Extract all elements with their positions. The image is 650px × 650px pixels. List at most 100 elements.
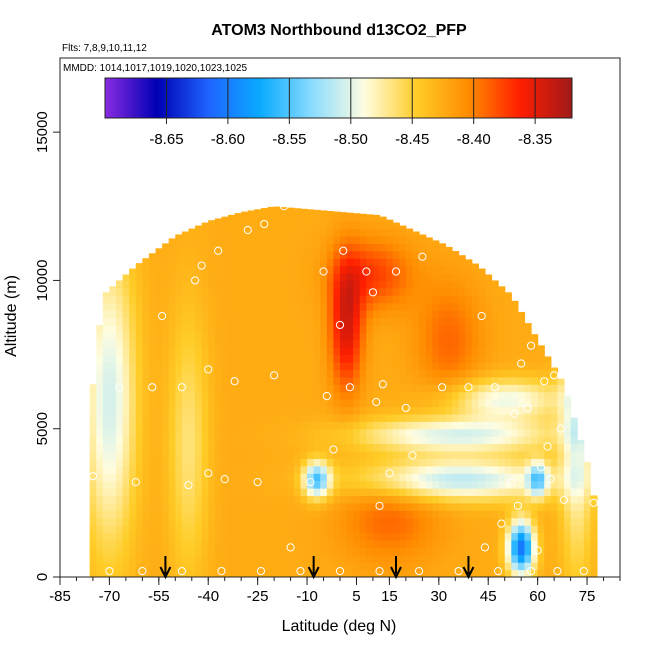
heatmap-cell: [353, 450, 361, 459]
heatmap-cell: [320, 347, 328, 356]
heatmap-cell: [425, 406, 433, 415]
heatmap-cell: [241, 554, 249, 563]
heatmap-cell: [346, 324, 354, 333]
heatmap-cell: [241, 287, 249, 296]
heatmap-cell: [445, 258, 453, 267]
heatmap-cell: [346, 539, 354, 548]
heatmap-cell: [471, 413, 479, 422]
heatmap-cell: [419, 488, 427, 497]
heatmap-cell: [181, 347, 190, 356]
heatmap-cell: [531, 450, 539, 459]
heatmap-cell: [208, 265, 216, 274]
heatmap-cell: [465, 532, 473, 541]
heatmap-cell: [241, 354, 249, 363]
heatmap-cell: [458, 421, 466, 430]
heatmap-cell: [537, 525, 545, 534]
heatmap-cell: [195, 502, 203, 511]
heatmap-cell: [247, 273, 255, 282]
heatmap-cell: [484, 539, 493, 548]
heatmap-cell: [438, 428, 447, 437]
heatmap-cell: [537, 354, 545, 363]
heatmap-cell: [452, 539, 460, 548]
heatmap-cell: [188, 295, 196, 304]
heatmap-cell: [471, 458, 479, 467]
heatmap-cell: [214, 539, 223, 548]
heatmap-cell: [260, 569, 269, 577]
heatmap-cell: [504, 421, 512, 430]
heatmap-cell: [432, 450, 440, 459]
heatmap-cell: [181, 502, 190, 511]
heatmap-cell: [583, 525, 591, 534]
heatmap-cell: [287, 399, 295, 408]
heatmap-cell: [340, 369, 348, 378]
heatmap-cell: [116, 428, 124, 437]
heatmap-cell: [366, 488, 374, 497]
heatmap-cell: [471, 273, 479, 282]
heatmap-cell: [234, 243, 242, 252]
heatmap-cell: [241, 221, 249, 230]
heatmap-cell: [300, 517, 308, 526]
heatmap-cell: [379, 428, 387, 437]
heatmap-cell: [260, 510, 269, 519]
heatmap-cell: [517, 324, 526, 333]
heatmap-cell: [109, 480, 117, 489]
heatmap-cell: [531, 361, 539, 370]
heatmap-cell: [517, 443, 526, 452]
heatmap-cell: [122, 280, 130, 289]
heatmap-cell: [260, 354, 269, 363]
heatmap-cell: [452, 547, 460, 556]
heatmap-cell: [320, 465, 328, 474]
heatmap-cell: [188, 458, 196, 467]
heatmap-cell: [214, 324, 223, 333]
heatmap-cell: [228, 280, 236, 289]
heatmap-cell: [320, 406, 328, 415]
heatmap-cell: [498, 502, 506, 511]
heatmap-cell: [353, 547, 361, 556]
heatmap-cell: [366, 413, 374, 422]
heatmap-cell: [208, 228, 216, 237]
heatmap-cell: [148, 406, 157, 415]
heatmap-cell: [155, 369, 163, 378]
heatmap-cell: [168, 473, 176, 482]
heatmap-cell: [504, 532, 512, 541]
heatmap-cell: [517, 391, 526, 400]
heatmap-cell: [247, 369, 255, 378]
heatmap-cell: [162, 391, 170, 400]
heatmap-cell: [425, 287, 433, 296]
y-tick-label: 0: [34, 573, 51, 581]
heatmap-cell: [181, 243, 190, 252]
heatmap-cell: [148, 428, 157, 437]
heatmap-cell: [504, 562, 512, 571]
heatmap-cell: [129, 384, 137, 393]
heatmap-cell: [260, 562, 269, 571]
heatmap-cell: [340, 480, 348, 489]
heatmap-cell: [386, 295, 394, 304]
heatmap-cell: [221, 221, 229, 230]
heatmap-cell: [96, 495, 104, 504]
x-tick-label: -55: [148, 588, 170, 605]
heatmap-cell: [300, 376, 308, 385]
heatmap-cell: [432, 243, 440, 252]
heatmap-cell: [405, 347, 414, 356]
heatmap-cell: [148, 339, 157, 348]
observation-point: [217, 566, 226, 576]
heatmap-cell: [168, 458, 176, 467]
heatmap-cell: [419, 465, 427, 474]
heatmap-cell: [544, 510, 552, 519]
heatmap-cell: [228, 458, 236, 467]
heatmap-cell: [188, 317, 196, 326]
heatmap-cell: [419, 428, 427, 437]
heatmap-cell: [484, 488, 493, 497]
heatmap-cell: [425, 510, 433, 519]
observation-point: [582, 433, 592, 442]
heatmap-cell: [326, 450, 335, 459]
heatmap-cell: [550, 376, 559, 385]
heatmap-cell: [142, 517, 150, 526]
heatmap-cell: [517, 525, 526, 534]
heatmap-cell: [471, 354, 479, 363]
heatmap-cell: [320, 265, 328, 274]
heatmap-cell: [313, 302, 321, 311]
heatmap-cell: [465, 502, 473, 511]
heatmap-cell: [307, 302, 315, 311]
heatmap-cell: [260, 258, 269, 267]
